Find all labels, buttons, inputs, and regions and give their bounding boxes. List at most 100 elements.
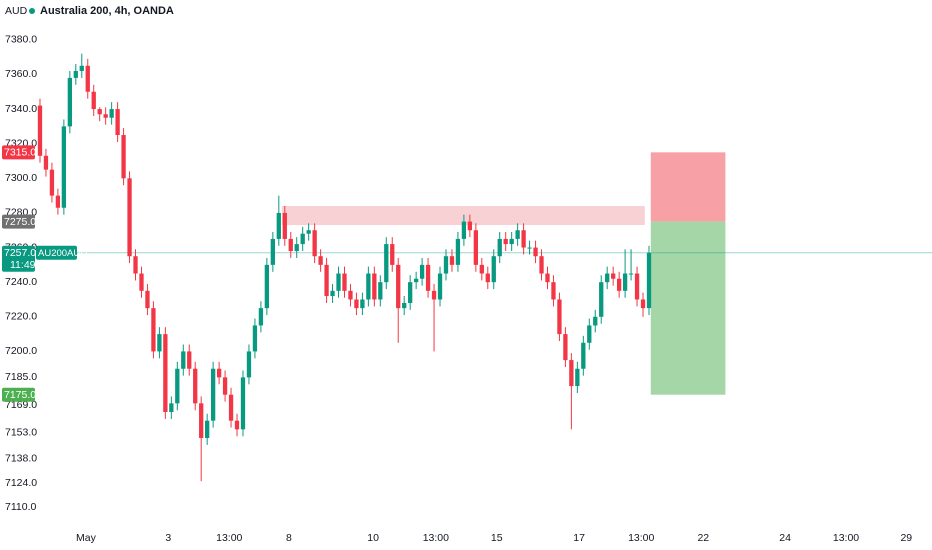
candle-body	[252, 325, 258, 352]
y-tick-label: 7169.0	[5, 399, 37, 411]
symbol-label: AU200AUD	[38, 248, 87, 259]
candle-body	[491, 256, 496, 283]
price-badge	[2, 387, 35, 402]
currency-label: AUD	[5, 5, 28, 17]
candle-body	[503, 238, 508, 245]
candle-body	[616, 278, 622, 291]
candle-body	[187, 351, 192, 369]
candle-body	[228, 394, 234, 421]
y-tick-label: 7240.0	[5, 276, 37, 288]
candle-body	[91, 91, 96, 110]
price-badge-label: 7175.0	[4, 389, 36, 401]
y-tick-label: 7153.0	[5, 427, 37, 439]
x-tick-label: 13:00	[423, 532, 449, 544]
target-zone	[650, 221, 726, 395]
last-price-badge	[2, 245, 35, 272]
candle-body	[419, 264, 425, 279]
candle-body	[37, 105, 43, 156]
candle-body	[61, 126, 67, 208]
candle-body	[139, 273, 144, 291]
candle-body	[527, 247, 532, 249]
candle-body	[354, 299, 359, 309]
candle-body	[79, 65, 84, 71]
candle-body	[145, 290, 150, 309]
candle-body	[360, 299, 365, 309]
candle-body	[175, 368, 180, 404]
candle-body	[163, 334, 168, 413]
candle-body	[605, 273, 610, 283]
y-tick-label: 7360.0	[5, 68, 37, 80]
candle-body	[240, 377, 246, 430]
candle-body	[533, 247, 538, 257]
candle-body	[55, 195, 61, 208]
candle-body	[515, 230, 520, 239]
candle-body	[234, 420, 240, 430]
candle-body	[115, 109, 120, 136]
x-tick-label: 10	[367, 532, 379, 544]
candle-body	[461, 221, 467, 239]
y-tick-label: 7340.0	[5, 103, 37, 115]
candle-body	[455, 238, 461, 265]
candle-body	[521, 230, 526, 248]
y-tick-label: 7380.0	[5, 34, 37, 46]
candle-body	[193, 368, 198, 404]
x-tick-label: 22	[697, 532, 709, 544]
candle-body	[324, 264, 329, 297]
candle-body	[622, 273, 628, 291]
candle-body	[396, 264, 401, 309]
y-tick-label: 7124.0	[5, 477, 37, 489]
y-tick-label: 7110.0	[5, 501, 36, 513]
candle-body	[210, 368, 216, 421]
candle-body	[199, 403, 204, 438]
candle-body	[103, 114, 108, 118]
candle-body	[479, 264, 484, 274]
y-tick-label: 7185.0	[5, 371, 37, 383]
y-tick-label: 7300.0	[5, 172, 37, 184]
candle-body	[599, 282, 604, 317]
candle-body	[485, 273, 490, 283]
candle-body	[497, 238, 502, 257]
countdown-label: 11:49	[10, 259, 36, 271]
candle-body	[640, 299, 646, 309]
x-tick-label: 17	[573, 532, 585, 544]
candle-body	[157, 334, 162, 352]
candle-body	[121, 135, 126, 179]
x-tick-label: 13:00	[216, 532, 242, 544]
candle-body	[575, 368, 580, 387]
candle-body	[276, 212, 281, 239]
candle-body	[127, 178, 132, 257]
candle-body	[312, 230, 317, 257]
candle-body	[581, 342, 586, 369]
candle-body	[646, 252, 652, 309]
candle-body	[473, 230, 478, 265]
candle-body	[431, 290, 437, 300]
candle-body	[402, 302, 407, 309]
candle-body	[318, 256, 323, 265]
candle-body	[425, 264, 431, 291]
candle-body	[49, 169, 55, 196]
candle-body	[467, 221, 473, 231]
candle-body	[270, 238, 275, 265]
candle-body	[557, 299, 562, 335]
candle-body	[151, 308, 156, 352]
candle-body	[539, 256, 544, 274]
y-tick-label: 7200.0	[5, 345, 37, 357]
x-tick-label: May	[76, 532, 97, 544]
candle-body	[443, 256, 449, 274]
candle-body	[300, 233, 305, 245]
candle-body	[336, 273, 341, 291]
candle-body	[288, 238, 293, 252]
candle-body	[437, 273, 443, 300]
candle-body	[258, 308, 264, 326]
candle-body	[611, 273, 616, 279]
symbol-badge	[36, 245, 77, 260]
candle-body	[593, 316, 598, 326]
candle-body	[282, 212, 287, 239]
candle-body	[390, 244, 395, 265]
candle-body	[330, 290, 335, 297]
candle-body	[246, 351, 252, 378]
candle-body	[408, 282, 413, 303]
candle-body	[569, 360, 574, 387]
